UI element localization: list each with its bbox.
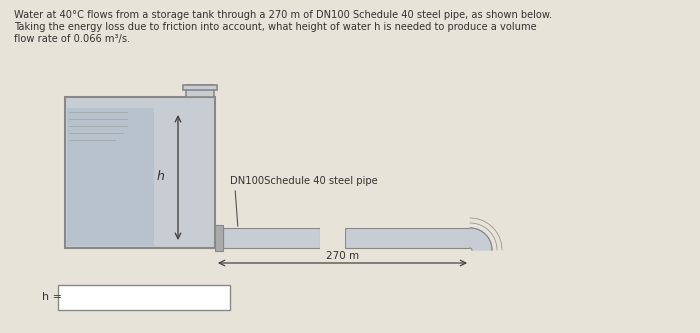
Bar — [67, 108, 154, 246]
Text: Water at 40°C flows from a storage tank through a 270 m of DN100 Schedule 40 ste: Water at 40°C flows from a storage tank … — [14, 10, 552, 20]
Text: h =: h = — [42, 292, 62, 302]
Text: flow rate of 0.066 m³/s.: flow rate of 0.066 m³/s. — [14, 34, 130, 44]
Bar — [223, 228, 320, 248]
Bar — [320, 225, 345, 251]
Bar — [186, 85, 214, 97]
Text: DN100Schedule 40 steel pipe: DN100Schedule 40 steel pipe — [230, 176, 378, 186]
Bar — [183, 85, 217, 90]
Text: 270 m: 270 m — [326, 251, 359, 261]
Bar — [215, 225, 223, 251]
Bar — [65, 97, 215, 248]
Bar — [58, 285, 230, 310]
Polygon shape — [470, 228, 492, 250]
Text: h: h — [156, 170, 164, 183]
Text: Taking the energy loss due to friction into account, what height of water h is n: Taking the energy loss due to friction i… — [14, 22, 537, 32]
Bar — [345, 228, 470, 248]
